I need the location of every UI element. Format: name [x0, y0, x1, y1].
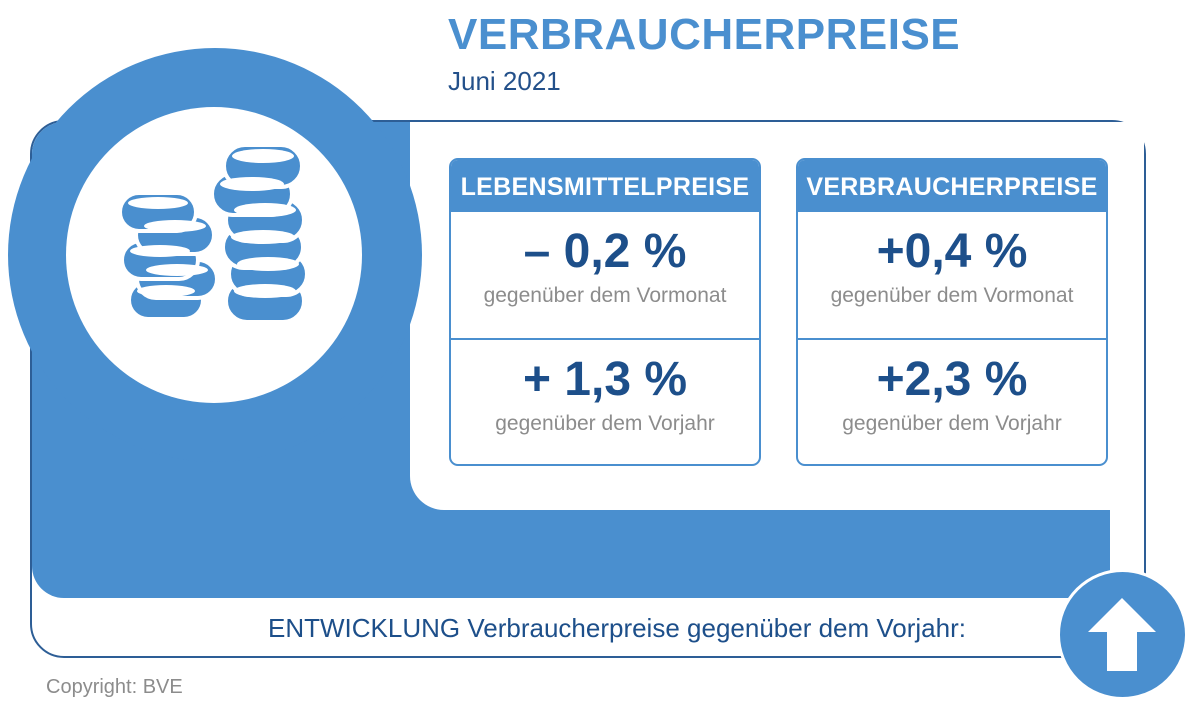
card-verbraucherpreise: VERBRAUCHERPREISE +0,4 % gegenüber dem V… [796, 158, 1108, 466]
card-row-vormonat: +0,4 % gegenüber dem Vormonat [798, 212, 1106, 338]
change-value: + 1,3 % [522, 353, 688, 406]
change-value: +0,4 % [876, 225, 1028, 278]
card-row-vorjahr: +2,3 % gegenüber dem Vorjahr [798, 338, 1106, 464]
icon-circle-inner [66, 107, 362, 403]
change-note: gegenüber dem Vorjahr [495, 412, 715, 435]
change-note: gegenüber dem Vormonat [830, 284, 1074, 307]
coins-icon [118, 143, 309, 324]
card-heading: VERBRAUCHERPREISE [798, 160, 1106, 212]
trend-badge [1057, 569, 1188, 700]
copyright: Copyright: BVE [46, 676, 183, 698]
trend-label: ENTWICKLUNG Verbraucherpreise gegenüber … [268, 613, 966, 643]
change-note: gegenüber dem Vormonat [483, 284, 727, 307]
change-value: +2,3 % [876, 353, 1028, 406]
card-row-vorjahr: + 1,3 % gegenüber dem Vorjahr [451, 338, 759, 464]
change-value: – 0,2 % [523, 225, 687, 278]
card-row-vormonat: – 0,2 % gegenüber dem Vormonat [451, 212, 759, 338]
page-title: VERBRAUCHERPREISE [448, 10, 961, 59]
card-lebensmittelpreise: LEBENSMITTELPREISE – 0,2 % gegenüber dem… [449, 158, 761, 466]
page-subtitle: Juni 2021 [448, 66, 561, 96]
card-heading: LEBENSMITTELPREISE [451, 160, 759, 212]
arrow-up-icon [1088, 598, 1156, 671]
change-note: gegenüber dem Vorjahr [842, 412, 1062, 435]
